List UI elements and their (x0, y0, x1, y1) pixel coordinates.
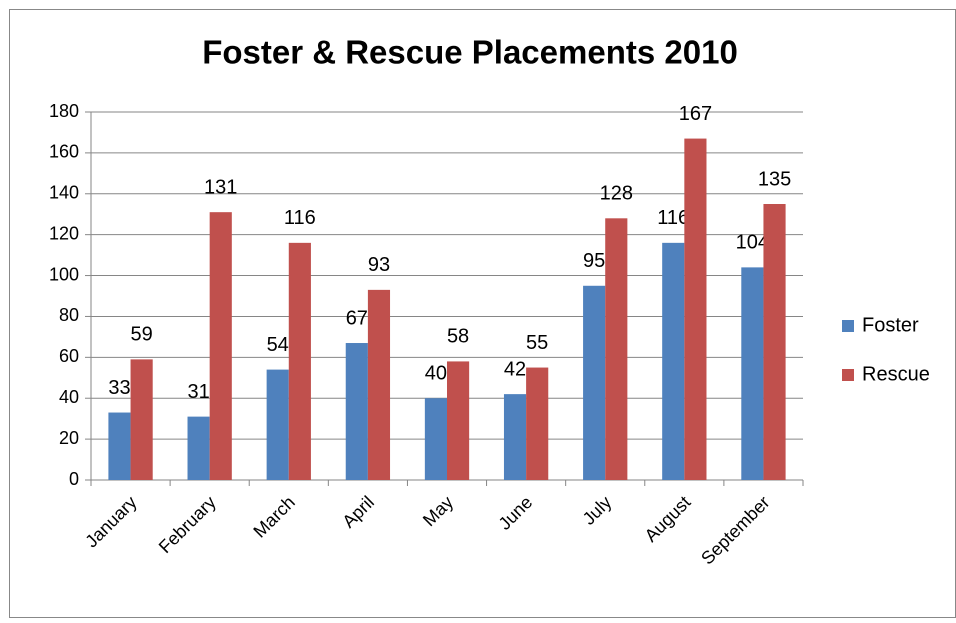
data-label: 116 (284, 207, 316, 229)
y-tick-label: 140 (49, 183, 79, 203)
data-label: 104 (736, 232, 769, 254)
bar (209, 212, 232, 480)
data-label: 58 (447, 326, 469, 348)
data-label: 167 (679, 103, 712, 125)
bar (741, 267, 764, 480)
data-label: 54 (267, 334, 289, 356)
data-label: 31 (187, 381, 209, 403)
bar (503, 394, 527, 480)
y-tick-label: 100 (49, 264, 79, 284)
chart-frame (9, 9, 956, 618)
bar (447, 361, 470, 480)
data-label: 131 (204, 176, 237, 198)
bar (763, 204, 786, 480)
data-label: 67 (346, 307, 368, 329)
bar (526, 367, 549, 480)
chart-title: Foster & Rescue Placements 2010 (202, 34, 738, 71)
data-label: 55 (526, 332, 548, 354)
data-label: 42 (504, 358, 526, 380)
bar (187, 416, 210, 480)
legend-label: Rescue (862, 363, 930, 385)
data-label: 128 (600, 183, 633, 205)
data-label: 95 (583, 250, 605, 272)
bar (583, 285, 606, 480)
y-tick-label: 40 (59, 387, 79, 407)
y-tick-label: 60 (59, 346, 79, 366)
bar (662, 242, 685, 480)
y-tick-label: 0 (69, 469, 79, 489)
bar (266, 369, 289, 480)
bar (605, 218, 628, 481)
y-tick-label: 80 (59, 305, 79, 325)
bar (424, 398, 447, 480)
data-label: 33 (108, 377, 130, 399)
bar (130, 359, 153, 480)
data-label: 40 (425, 363, 447, 385)
legend-swatch (842, 320, 854, 332)
y-tick-label: 180 (49, 101, 79, 121)
y-tick-label: 20 (59, 428, 79, 448)
bar (108, 412, 131, 480)
bar (684, 138, 707, 481)
legend-label: Foster (862, 314, 919, 336)
data-label: 93 (368, 254, 390, 276)
data-label: 135 (758, 168, 791, 190)
bar (367, 289, 391, 480)
bar (345, 343, 368, 480)
data-label: 59 (131, 324, 153, 346)
data-label: 116 (657, 207, 689, 229)
legend-swatch (842, 369, 854, 381)
bar (288, 242, 311, 480)
y-tick-label: 160 (49, 142, 79, 162)
y-tick-label: 120 (49, 223, 79, 243)
